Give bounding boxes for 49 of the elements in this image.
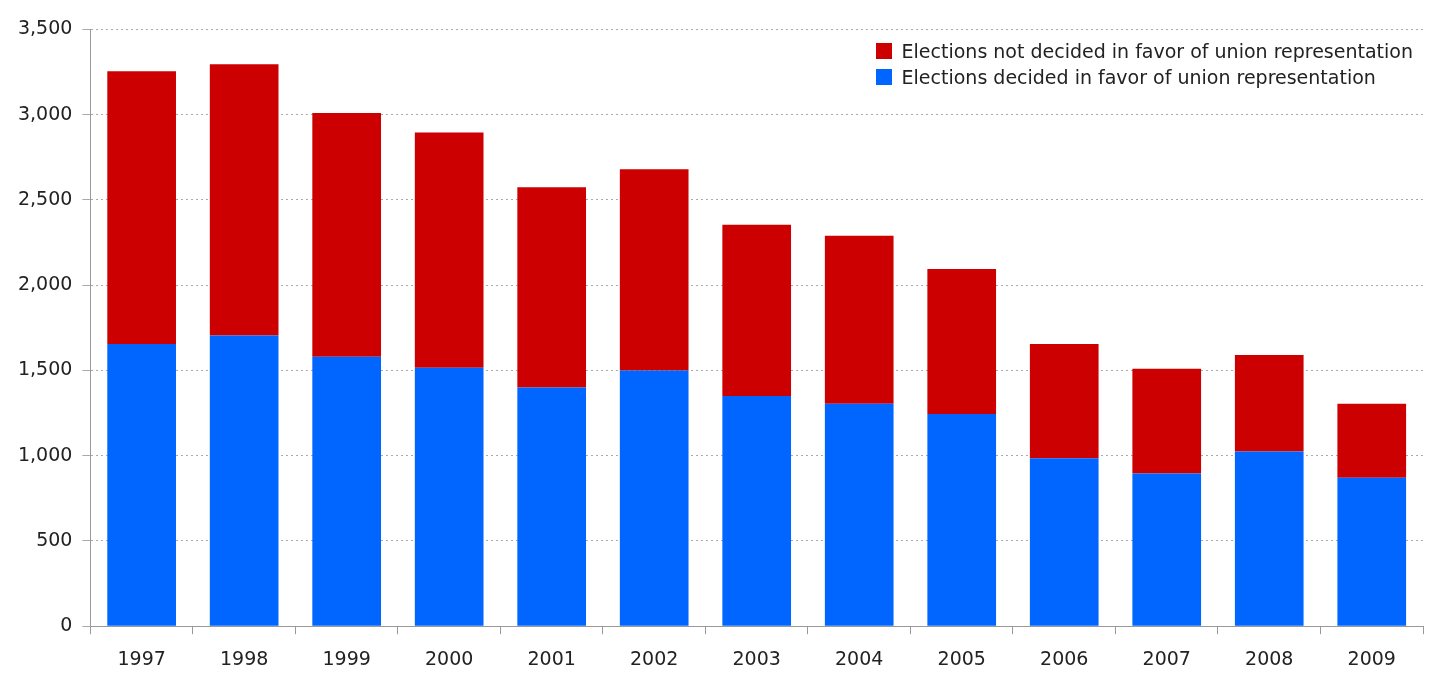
bar <box>824 403 894 626</box>
x-tick-label: 2000 <box>424 646 474 669</box>
bar <box>722 396 792 626</box>
x-tick-label: 1998 <box>219 646 269 669</box>
legend-label: Elections decided in favor of union representation <box>901 66 1376 88</box>
y-tick-label: 3,000 <box>17 101 73 124</box>
x-tick-label: 1997 <box>117 646 166 669</box>
bar <box>209 64 279 336</box>
bar <box>312 356 381 626</box>
x-tick-label: 2002 <box>630 646 679 669</box>
bar <box>517 387 587 626</box>
bar <box>517 187 587 388</box>
legend-label: Elections not decided in favor of union representation <box>901 40 1413 62</box>
bar <box>722 224 792 397</box>
bar <box>1234 451 1304 626</box>
bar <box>1029 458 1099 626</box>
y-tick-label: 2,000 <box>17 272 73 295</box>
bar <box>1337 477 1407 626</box>
x-tick-label: 2001 <box>527 646 576 669</box>
bar <box>619 169 689 371</box>
bar <box>927 268 997 414</box>
x-tick-label: 2009 <box>1347 646 1396 669</box>
bar <box>619 370 689 626</box>
bar <box>209 335 279 626</box>
bar <box>414 132 484 368</box>
bar <box>107 71 176 344</box>
x-tick-label: 2006 <box>1040 646 1089 669</box>
y-tick-label: 0 <box>60 613 73 636</box>
bar <box>1132 368 1202 474</box>
x-tick-label: 2003 <box>732 646 781 669</box>
y-tick-label: 500 <box>36 527 73 550</box>
bar <box>1337 403 1407 478</box>
bar <box>1132 473 1202 626</box>
bar <box>1234 355 1304 452</box>
x-tick-label: 2007 <box>1142 646 1191 669</box>
y-tick-label: 2,500 <box>17 186 73 209</box>
y-tick-label: 1,000 <box>17 442 73 465</box>
x-tick-label: 2005 <box>937 646 986 669</box>
bar <box>312 112 381 357</box>
x-tick-label: 2008 <box>1245 646 1294 669</box>
bar <box>1029 344 1099 459</box>
y-tick-label: 3,500 <box>17 16 73 39</box>
bar <box>824 235 894 404</box>
x-tick-label: 1999 <box>322 646 371 669</box>
x-tick-label: 2004 <box>835 646 884 669</box>
y-tick-label: 1,500 <box>17 357 73 380</box>
bar <box>414 367 484 626</box>
bar <box>107 344 176 626</box>
bar <box>927 413 997 626</box>
